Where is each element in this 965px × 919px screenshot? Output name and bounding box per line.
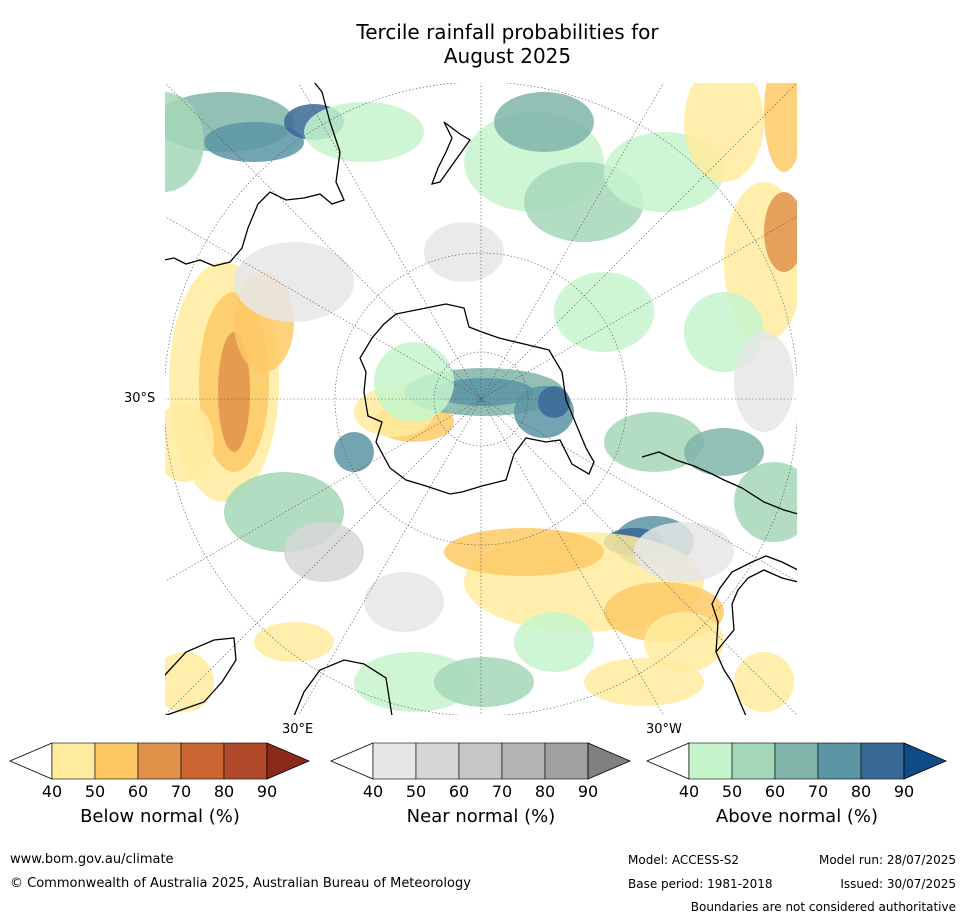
graticule xyxy=(164,82,798,716)
map-frame xyxy=(164,82,798,716)
shading-patch xyxy=(284,522,364,582)
shading-patch xyxy=(204,122,304,162)
lon-label-30w: 30°W xyxy=(646,722,682,737)
shading-patch xyxy=(164,652,214,712)
base-period-text: Base period: 1981-2018 xyxy=(628,877,773,891)
shading-patch xyxy=(234,242,354,322)
legend-title-below: Below normal (%) xyxy=(80,806,240,827)
colorbar-below xyxy=(8,742,311,780)
south-america-east xyxy=(715,569,798,716)
below-tick-40: 40 xyxy=(41,782,63,801)
near-tick-90: 90 xyxy=(577,782,599,801)
shading-patch xyxy=(304,102,424,162)
shading-patch xyxy=(434,657,534,707)
shading-patch xyxy=(164,92,204,192)
shading-patch xyxy=(514,612,594,672)
shading-patch xyxy=(364,572,444,632)
shading-patch xyxy=(444,528,604,576)
issued-text: Issued: 30/07/2025 xyxy=(840,877,956,891)
legend-title-near: Near normal (%) xyxy=(406,806,556,827)
shading-patch xyxy=(734,332,794,432)
shading-patch xyxy=(684,428,764,476)
shading-patch xyxy=(424,222,504,282)
shading-patch xyxy=(684,82,764,182)
lon-label-30e: 30°E xyxy=(282,722,314,737)
shading-patch xyxy=(334,432,374,472)
below-tick-80: 80 xyxy=(213,782,235,801)
shading-patch xyxy=(164,402,214,482)
near-tick-70: 70 xyxy=(491,782,513,801)
below-tick-70: 70 xyxy=(170,782,192,801)
title-line-2: August 2025 xyxy=(443,44,572,68)
new-zealand-outline xyxy=(430,121,471,185)
above-tick-90: 90 xyxy=(893,782,915,801)
disclaimer-text: Boundaries are not considered authoritat… xyxy=(690,900,956,914)
shading-patch xyxy=(734,462,798,542)
legend-above xyxy=(645,740,949,780)
shading-patch xyxy=(764,82,798,172)
shading-patch xyxy=(254,622,334,662)
shading-patch xyxy=(538,386,570,418)
south-america-outline xyxy=(641,451,798,515)
coastlines xyxy=(164,82,798,716)
near-tick-40: 40 xyxy=(362,782,384,801)
africa-outline xyxy=(293,659,393,716)
chart-title: Tercile rainfall probabilities for Augus… xyxy=(0,20,965,68)
legend-title-above: Above normal (%) xyxy=(715,806,879,827)
shading-patch xyxy=(554,272,654,352)
shading-patch xyxy=(634,522,734,582)
legend-below xyxy=(8,740,312,780)
shading-patch xyxy=(218,332,250,452)
shading-patch xyxy=(644,612,724,672)
copyright-text: © Commonwealth of Australia 2025, Austra… xyxy=(10,876,471,891)
below-tick-50: 50 xyxy=(84,782,106,801)
above-tick-40: 40 xyxy=(678,782,700,801)
near-tick-50: 50 xyxy=(405,782,427,801)
shading-patch xyxy=(584,658,704,706)
antarctica-outline xyxy=(359,303,595,495)
title-line-1: Tercile rainfall probabilities for xyxy=(356,20,659,44)
shading-patch xyxy=(494,92,594,152)
polar-map xyxy=(164,82,798,716)
model-run-text: Model run: 28/07/2025 xyxy=(818,853,956,867)
lat-label-30s: 30°S xyxy=(124,391,156,406)
near-tick-60: 60 xyxy=(448,782,470,801)
above-tick-80: 80 xyxy=(850,782,872,801)
near-tick-80: 80 xyxy=(534,782,556,801)
shading-patch xyxy=(604,412,704,472)
shading-patch xyxy=(764,192,798,272)
patagonia-outline xyxy=(711,555,798,653)
colorbar-near xyxy=(329,742,632,780)
above-tick-70: 70 xyxy=(807,782,829,801)
below-tick-90: 90 xyxy=(256,782,278,801)
shading-patch xyxy=(374,342,454,422)
shading-patch xyxy=(734,652,794,712)
colorbar-above xyxy=(645,742,948,780)
madagascar-outline xyxy=(164,637,237,716)
below-tick-60: 60 xyxy=(127,782,149,801)
model-text: Model: ACCESS-S2 xyxy=(628,853,740,867)
above-tick-50: 50 xyxy=(721,782,743,801)
above-tick-60: 60 xyxy=(764,782,786,801)
website-text: www.bom.gov.au/climate xyxy=(10,852,174,867)
legend-near xyxy=(329,740,633,780)
